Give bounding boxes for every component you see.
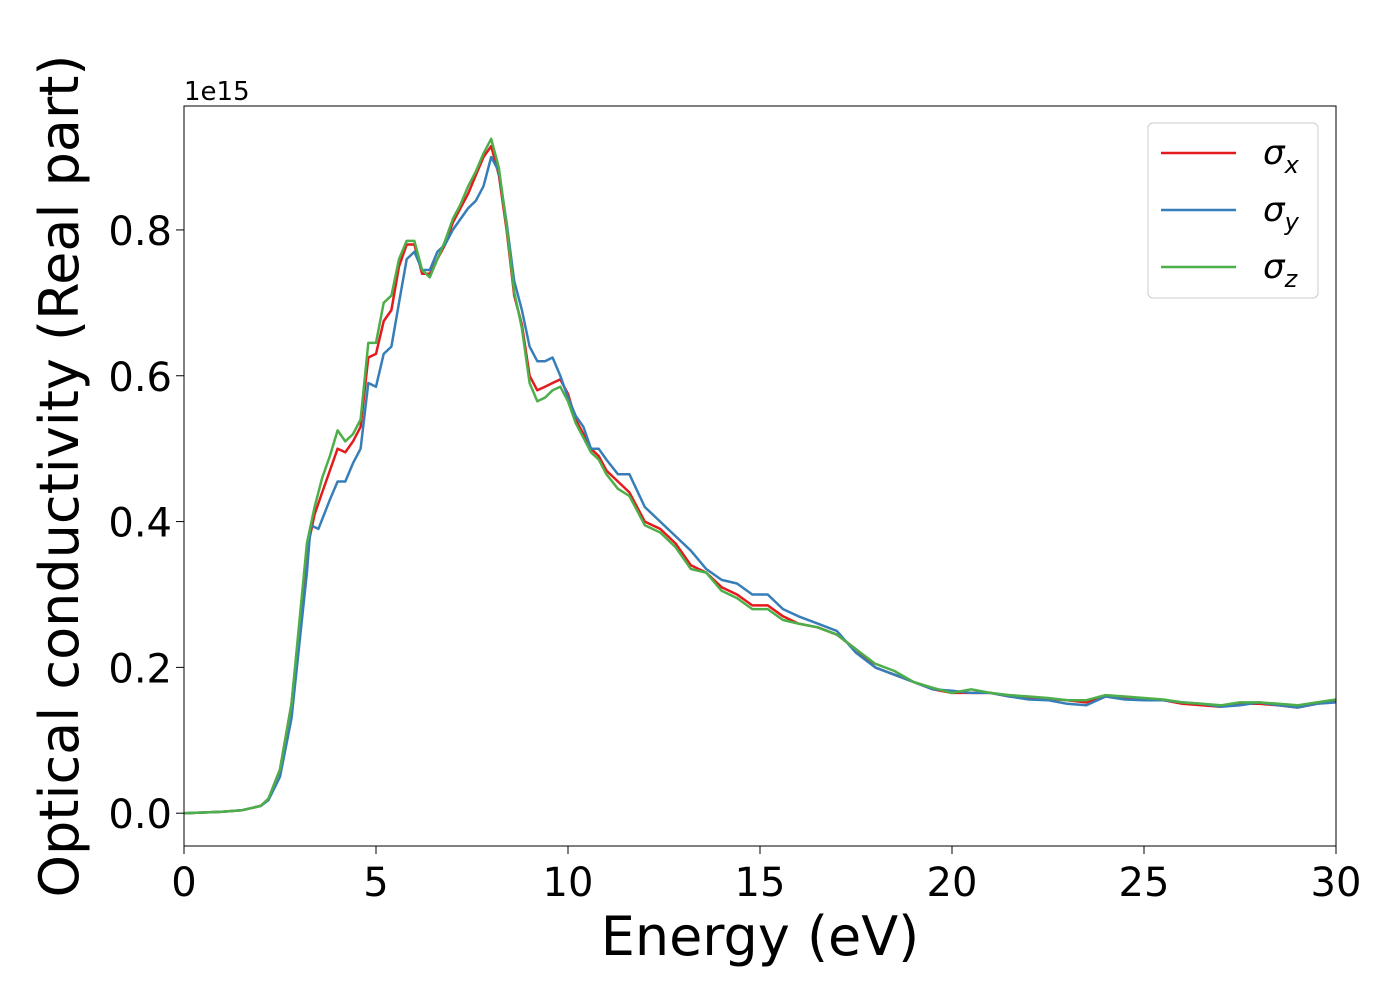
y-axis-offset-label: 1e15 xyxy=(184,77,250,107)
x-axis-label: Energy (eV) xyxy=(601,905,920,968)
x-tick-label: 15 xyxy=(735,860,786,906)
x-axis-ticks: 0 5 10 15 20 25 30 xyxy=(171,846,1361,906)
y-tick-label: 0.2 xyxy=(108,646,172,692)
x-tick-label: 30 xyxy=(1311,860,1362,906)
y-tick-label: 0.0 xyxy=(108,792,172,838)
y-tick-label: 0.8 xyxy=(108,209,172,255)
y-tick-label: 0.6 xyxy=(108,355,172,401)
series-layer xyxy=(184,137,1336,815)
x-tick-label: 5 xyxy=(363,860,388,906)
series-line-y xyxy=(184,155,1336,815)
x-tick-label: 0 xyxy=(171,860,196,906)
legend-label-y: σy xyxy=(1263,190,1300,236)
x-tick-label: 10 xyxy=(543,860,594,906)
x-tick-label: 20 xyxy=(927,860,978,906)
series-line-z xyxy=(184,137,1336,815)
y-axis-label: Optical conductivity (Real part) xyxy=(28,55,91,898)
x-tick-label: 25 xyxy=(1119,860,1170,906)
legend-label-x: σx xyxy=(1263,133,1300,179)
y-axis-ticks: 0.0 0.2 0.4 0.6 0.8 xyxy=(108,209,184,838)
y-tick-label: 0.4 xyxy=(108,501,172,547)
